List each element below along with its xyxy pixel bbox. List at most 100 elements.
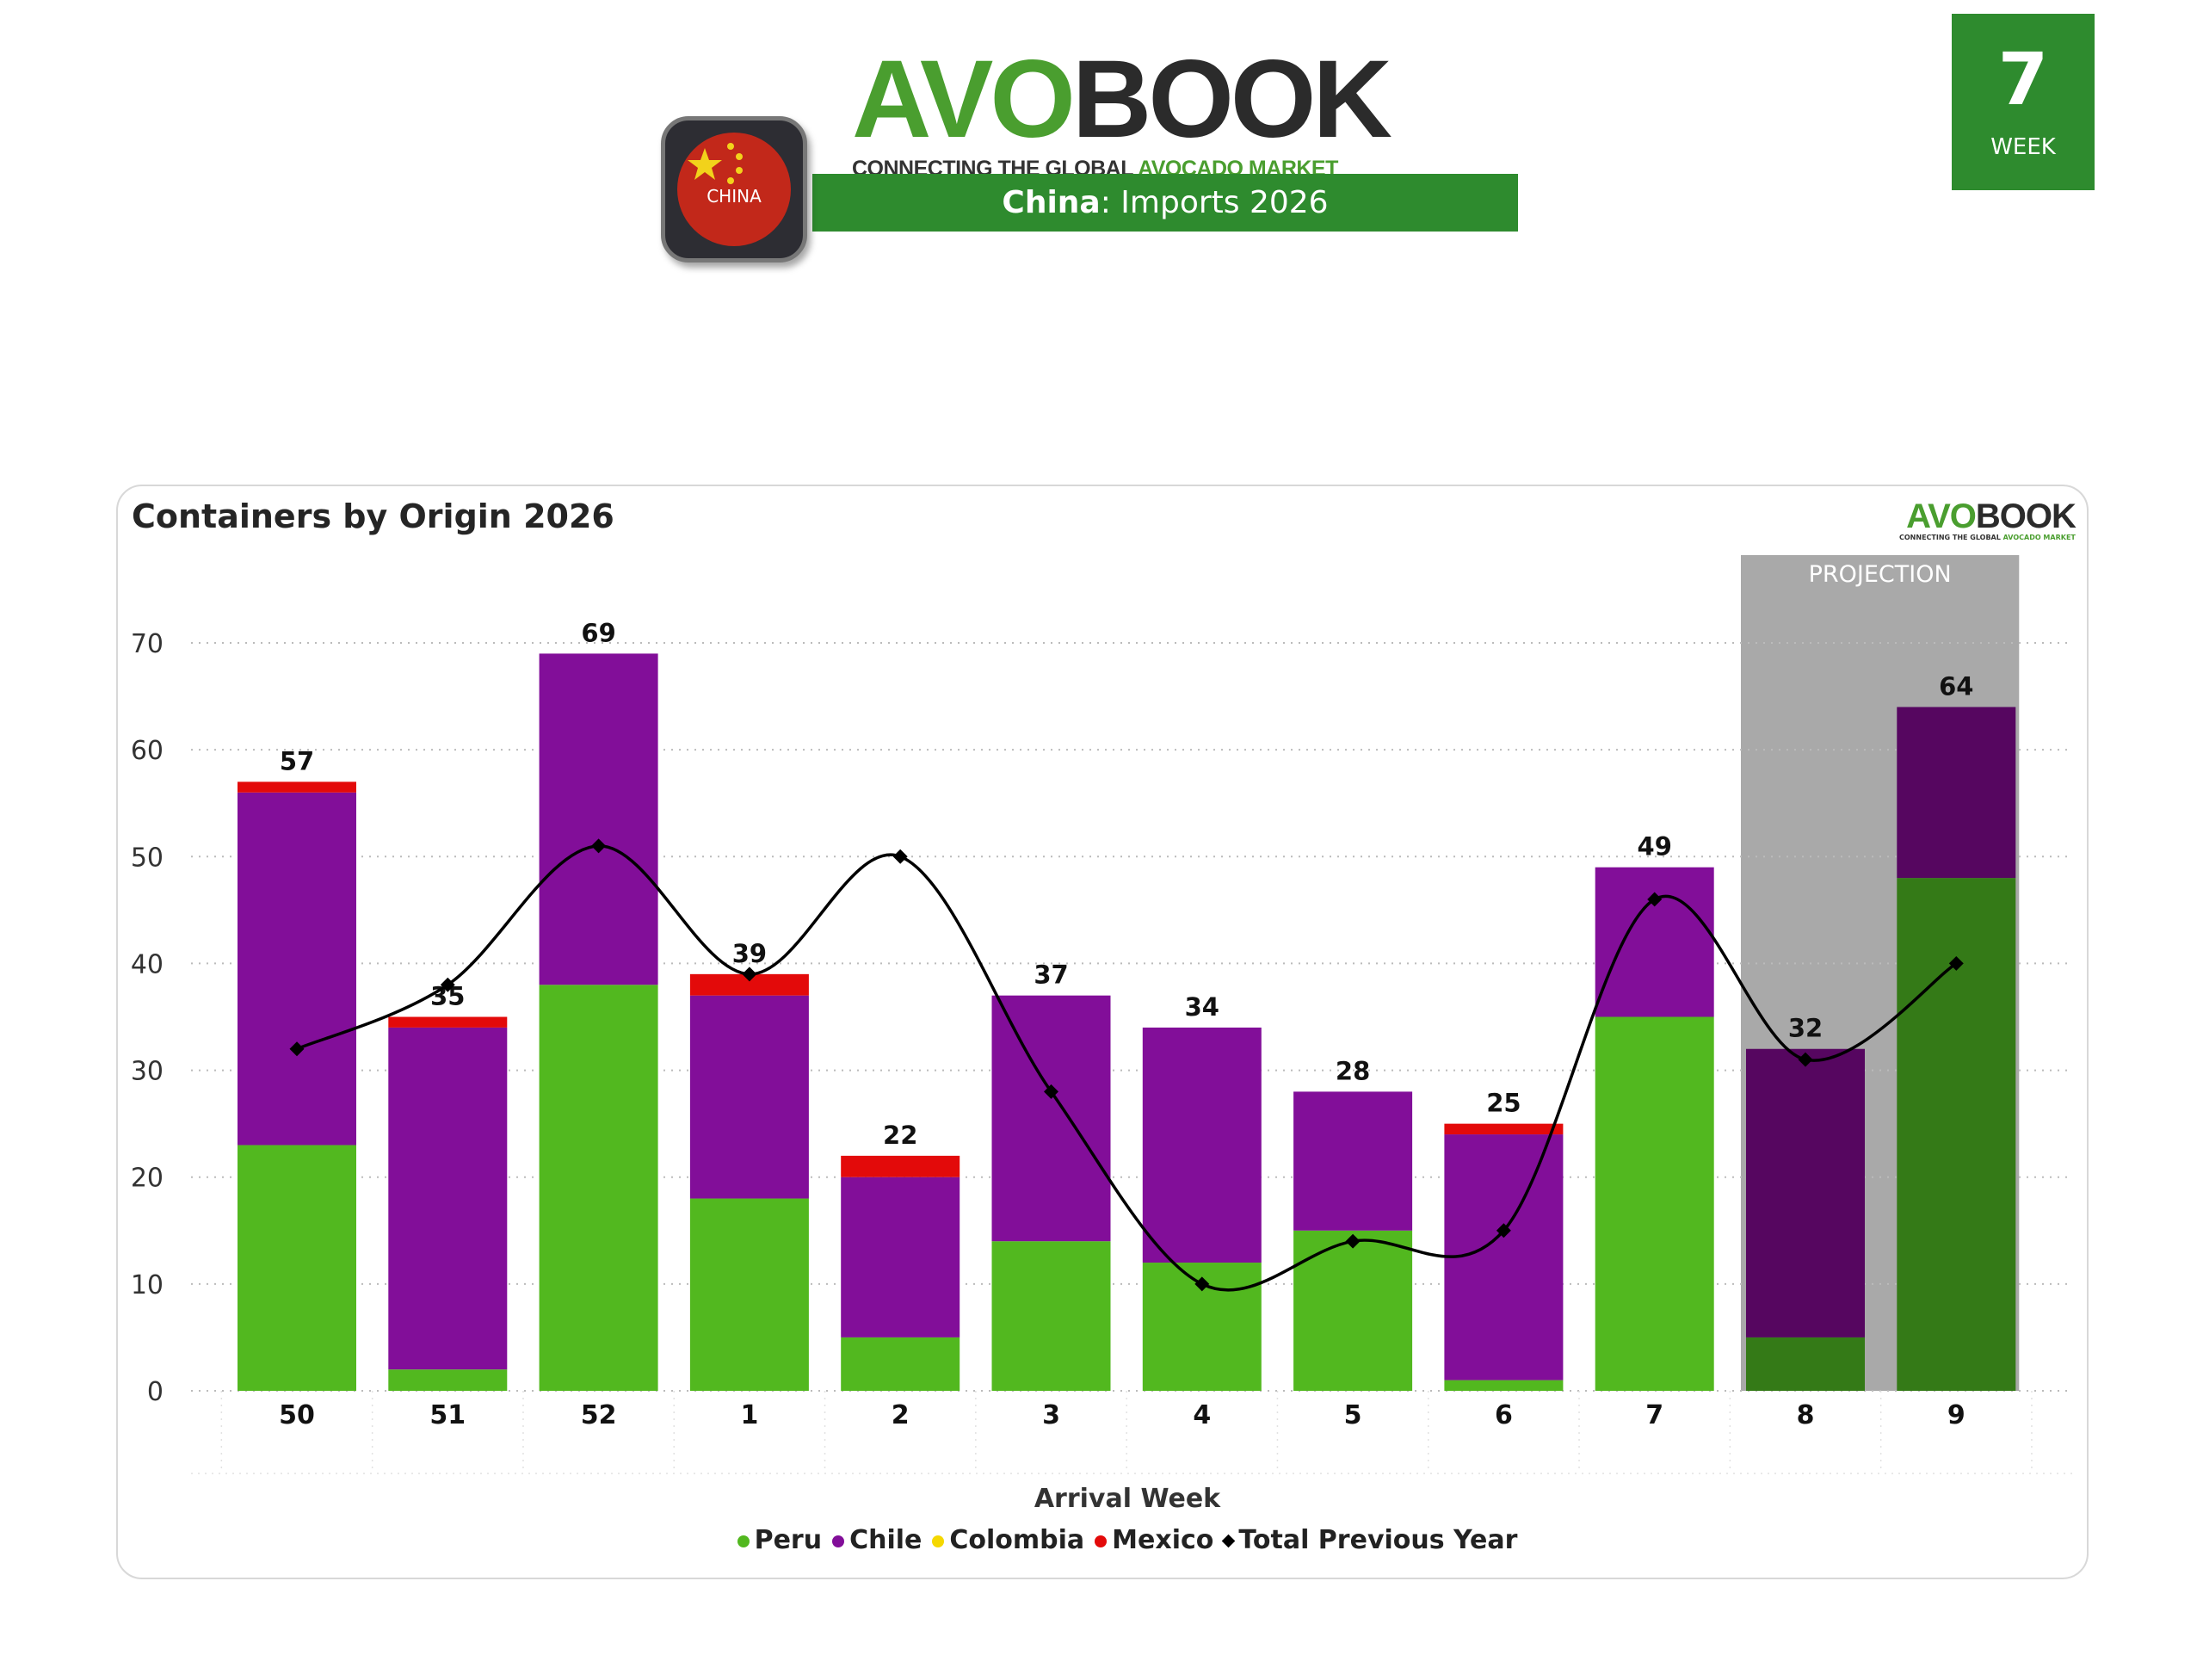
line-marker bbox=[1496, 1223, 1511, 1238]
bar-peru-6 bbox=[1444, 1380, 1564, 1391]
bar-peru-50 bbox=[238, 1145, 356, 1391]
x-tick-label: 9 bbox=[1947, 1400, 1965, 1430]
x-tick-label: 4 bbox=[1193, 1400, 1211, 1430]
bar-chile-6 bbox=[1444, 1134, 1564, 1380]
data-label-total: 22 bbox=[883, 1121, 917, 1150]
legend-item: Colombia bbox=[932, 1525, 1084, 1555]
page-title: China: Imports 2026 bbox=[812, 174, 1518, 232]
y-tick-label: 0 bbox=[147, 1377, 164, 1407]
bar-mexico-2 bbox=[841, 1155, 960, 1177]
y-tick-label: 40 bbox=[131, 949, 164, 979]
bar-chile-1 bbox=[689, 995, 809, 1199]
line-marker bbox=[440, 977, 455, 992]
bar-peru-8 bbox=[1746, 1337, 1865, 1391]
avobook-logo: AVOBOOK CONNECTING THE GLOBAL AVOCADO MA… bbox=[852, 45, 1392, 182]
line-marker bbox=[1345, 1233, 1361, 1249]
data-label-total: 37 bbox=[1034, 960, 1068, 990]
week-badge: 7 WEEK bbox=[1952, 14, 2095, 190]
legend-item: Mexico bbox=[1095, 1525, 1213, 1555]
legend-label: Chile bbox=[849, 1525, 923, 1555]
legend-label: Mexico bbox=[1112, 1525, 1214, 1555]
x-tick-label: 50 bbox=[279, 1400, 315, 1430]
y-tick-label: 60 bbox=[131, 736, 164, 766]
x-tick-label: 2 bbox=[892, 1400, 910, 1430]
line-marker bbox=[1948, 955, 1964, 971]
chart-title: Containers by Origin 2026 bbox=[132, 497, 614, 535]
legend-label: Total Previous Year bbox=[1238, 1525, 1518, 1555]
bar-chile-5 bbox=[1293, 1091, 1413, 1231]
y-tick-label: 30 bbox=[131, 1057, 164, 1087]
legend-marker-icon bbox=[737, 1535, 750, 1547]
line-marker bbox=[1044, 1084, 1058, 1099]
week-label: WEEK bbox=[1990, 134, 2056, 160]
x-tick-label: 1 bbox=[740, 1400, 758, 1430]
data-label-total: 57 bbox=[280, 746, 314, 775]
bar-peru-51 bbox=[388, 1369, 508, 1391]
bar-peru-9 bbox=[1897, 878, 2016, 1391]
logo-book: BOOK bbox=[1071, 38, 1392, 161]
y-tick-label: 10 bbox=[131, 1270, 164, 1300]
bar-chile-8 bbox=[1746, 1048, 1865, 1337]
bar-mexico-6 bbox=[1444, 1123, 1564, 1135]
x-axis-label: Arrival Week bbox=[1034, 1484, 1221, 1514]
data-label-total: 34 bbox=[1185, 992, 1219, 1022]
line-marker bbox=[1798, 1052, 1813, 1067]
line-marker bbox=[742, 967, 757, 982]
data-label-total: 64 bbox=[1939, 671, 1973, 701]
x-tick-label: 6 bbox=[1495, 1400, 1513, 1430]
week-number: 7 bbox=[1997, 37, 2049, 121]
data-label-total: 39 bbox=[732, 939, 767, 968]
legend-label: Peru bbox=[754, 1525, 823, 1555]
bar-peru-3 bbox=[991, 1241, 1111, 1391]
line-marker bbox=[1647, 892, 1663, 907]
x-tick-label: 8 bbox=[1797, 1400, 1815, 1430]
legend-item: Total Previous Year bbox=[1222, 1525, 1518, 1555]
bar-peru-52 bbox=[539, 985, 658, 1391]
bar-chile-51 bbox=[388, 1027, 508, 1370]
legend-marker-icon bbox=[932, 1535, 945, 1547]
legend-item: Peru bbox=[737, 1525, 823, 1555]
legend-marker-icon bbox=[832, 1535, 845, 1547]
y-tick-label: 20 bbox=[131, 1164, 164, 1194]
legend-label: Colombia bbox=[949, 1525, 1085, 1555]
x-tick-label: 51 bbox=[429, 1400, 466, 1430]
legend-item: Chile bbox=[832, 1525, 922, 1555]
legend-marker-icon bbox=[1222, 1534, 1236, 1548]
data-label-total: 28 bbox=[1336, 1056, 1370, 1085]
legend-marker-icon bbox=[1095, 1535, 1108, 1547]
bar-mexico-51 bbox=[388, 1016, 508, 1028]
bar-chile-4 bbox=[1142, 1027, 1262, 1263]
avobook-mini-logo: AVOBOOK CONNECTING THE GLOBAL AVOCADO MA… bbox=[1899, 497, 2076, 541]
x-tick-label: 5 bbox=[1344, 1400, 1362, 1430]
chart-card bbox=[116, 485, 2089, 1579]
projection-label: PROJECTION bbox=[1809, 561, 1952, 588]
x-tick-label: 7 bbox=[1645, 1400, 1663, 1430]
bar-peru-7 bbox=[1595, 1016, 1714, 1391]
line-marker bbox=[1194, 1276, 1210, 1292]
bar-chile-2 bbox=[841, 1177, 960, 1337]
bar-chile-50 bbox=[238, 792, 356, 1146]
line-marker bbox=[892, 849, 908, 864]
data-label-total: 25 bbox=[1486, 1089, 1521, 1118]
bar-chile-9 bbox=[1897, 707, 2016, 879]
y-tick-label: 70 bbox=[131, 629, 164, 659]
bar-chile-7 bbox=[1595, 867, 1714, 1017]
bar-chile-52 bbox=[539, 653, 658, 985]
y-tick-label: 50 bbox=[131, 843, 164, 873]
bar-peru-2 bbox=[841, 1337, 960, 1391]
x-tick-label: 3 bbox=[1042, 1400, 1060, 1430]
data-label-total: 69 bbox=[581, 618, 615, 647]
x-tick-label: 52 bbox=[581, 1400, 617, 1430]
logo-avo: AVO bbox=[852, 38, 1076, 161]
bar-peru-1 bbox=[689, 1198, 809, 1391]
legend: Peru Chile Colombia Mexico Total Previous Ye… bbox=[0, 1525, 2203, 1555]
data-label-total: 32 bbox=[1788, 1014, 1823, 1043]
country-badge: CHINA bbox=[707, 186, 762, 207]
title-rest: : Imports 2026 bbox=[1100, 185, 1329, 220]
data-label-total: 49 bbox=[1638, 832, 1672, 862]
china-flag-icon: CHINA bbox=[661, 116, 807, 262]
line-marker bbox=[591, 838, 607, 854]
bar-peru-5 bbox=[1293, 1230, 1413, 1391]
bar-mexico-50 bbox=[238, 781, 356, 793]
